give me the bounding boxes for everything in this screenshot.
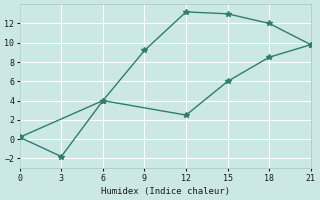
X-axis label: Humidex (Indice chaleur): Humidex (Indice chaleur) bbox=[101, 187, 230, 196]
